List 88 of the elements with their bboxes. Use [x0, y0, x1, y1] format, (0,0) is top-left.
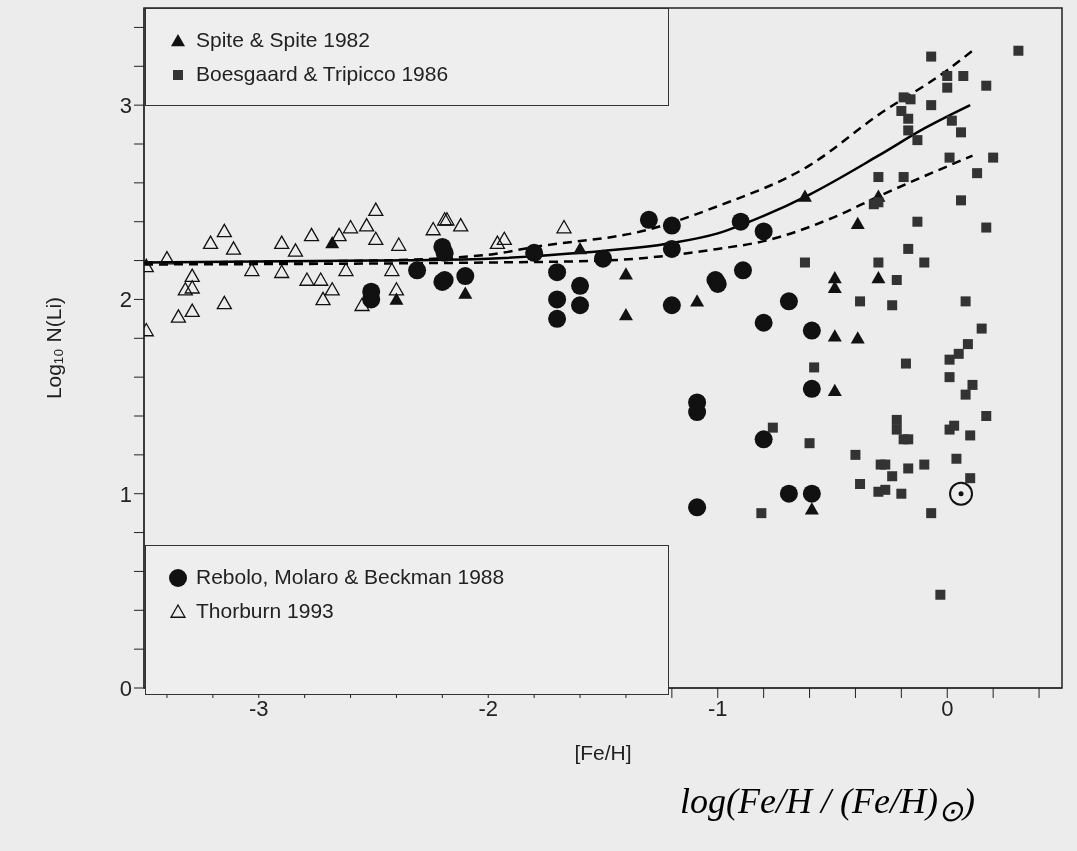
point [827, 271, 842, 284]
point [313, 272, 329, 286]
y-tick-label: 3 [119, 92, 132, 118]
y-tick-label: 2 [119, 287, 132, 313]
point [453, 217, 469, 232]
point [662, 216, 681, 235]
point [573, 241, 588, 255]
point [342, 219, 359, 234]
x-axis-title: [Fe/H] [574, 741, 632, 764]
point [303, 227, 320, 242]
point [618, 307, 633, 321]
point [797, 189, 812, 202]
x-tick-label: -1 [707, 695, 728, 721]
point [184, 280, 200, 294]
point [639, 210, 658, 229]
point [802, 321, 821, 340]
point [754, 430, 773, 449]
point [754, 313, 773, 332]
point [802, 484, 821, 503]
point [556, 219, 572, 234]
point [802, 379, 821, 398]
y-tick-label: 0 [119, 675, 132, 701]
point [456, 267, 475, 286]
point [408, 261, 427, 280]
point [949, 481, 974, 506]
point [754, 222, 773, 241]
text: log(Fe/H / (Fe/H)$_{⊙}$) [680, 780, 975, 829]
point [202, 235, 219, 249]
point [525, 243, 544, 262]
y-axis-title: Log₁₀ N(Li) [42, 296, 66, 400]
point [489, 235, 506, 249]
point [368, 202, 384, 216]
point [662, 296, 681, 315]
point [331, 227, 347, 242]
point [850, 331, 865, 344]
point [804, 502, 819, 515]
point [779, 292, 798, 311]
point [571, 296, 590, 315]
point [338, 262, 354, 277]
point [368, 231, 384, 246]
point [548, 309, 567, 328]
x-tick-label: -3 [248, 695, 269, 721]
point [216, 223, 232, 238]
point [244, 262, 260, 277]
point [618, 267, 633, 280]
point [324, 282, 340, 296]
point [662, 239, 681, 258]
legend-label: Boesgaard & Tripicco 1986 [195, 61, 450, 87]
point [548, 290, 567, 309]
point [690, 294, 705, 307]
legend-label: Spite & Spite 1982 [195, 27, 371, 53]
legend-label: Thorburn 1993 [195, 598, 335, 624]
point [216, 295, 232, 310]
point [159, 250, 175, 265]
point [871, 271, 886, 284]
point [389, 292, 404, 305]
point [827, 383, 842, 396]
point [299, 272, 315, 286]
point [425, 221, 441, 236]
point [548, 263, 567, 282]
point [688, 498, 707, 517]
point [594, 249, 612, 268]
point [315, 291, 331, 306]
point [779, 484, 798, 503]
legend-label: Rebolo, Molaro & Beckman 1988 [195, 564, 506, 590]
point [391, 237, 407, 251]
point [274, 235, 290, 249]
point [177, 282, 193, 296]
point [184, 268, 200, 283]
point [287, 243, 304, 257]
point [354, 297, 370, 312]
point [496, 231, 512, 246]
x-tick-label: 0 [941, 695, 954, 721]
y-tick-label: 1 [119, 481, 132, 507]
point [170, 309, 187, 323]
point [458, 286, 473, 299]
point [358, 217, 375, 232]
point [274, 264, 290, 279]
point [184, 303, 200, 317]
point [225, 241, 242, 255]
point [384, 262, 400, 277]
point [731, 212, 750, 231]
point [827, 329, 842, 342]
x-tick-label: -2 [478, 695, 499, 721]
point [571, 276, 590, 295]
point [388, 282, 405, 296]
point [734, 261, 752, 280]
point [850, 216, 865, 229]
